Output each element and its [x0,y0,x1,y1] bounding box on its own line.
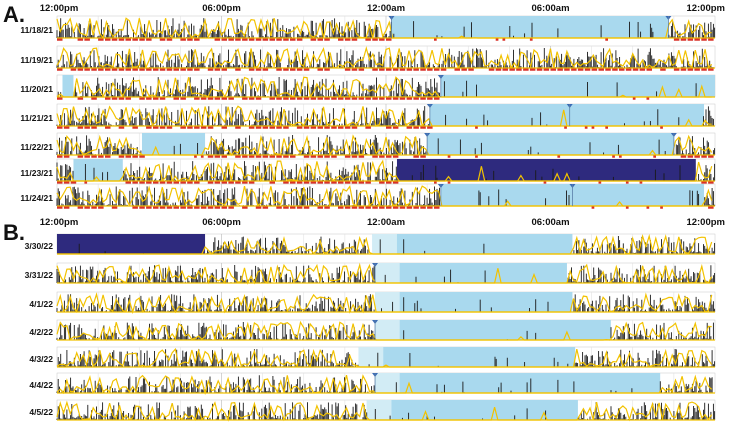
actogram-row: 11/18/21 [20,15,716,41]
row-date-label: 3/30/22 [25,241,54,251]
sleep-latency [375,263,400,283]
row-date-label: 4/4/22 [29,380,53,390]
activity-trace [57,349,716,367]
sleep-period [391,16,669,38]
actogram-row: 4/4/22 [29,372,716,396]
actogram-row: 11/23/21 [20,158,716,184]
sleep-period [141,133,206,155]
actogram-row: 4/1/22 [29,291,716,315]
light-trace [56,347,713,369]
sleep-latency [358,347,384,367]
x-tick-label: 12:00am [367,217,405,228]
x-tick-label: 06:00pm [202,3,241,14]
panel-label: B. [3,220,25,245]
activity-trace [56,161,716,181]
actogram-row: 11/19/21 [20,45,716,71]
light-trace [56,45,713,70]
x-tick-label: 12:00pm [686,217,725,228]
sleep-period [73,159,123,181]
actogram-row: 11/21/21 [20,103,716,129]
actogram-row: 3/30/22 [25,233,716,255]
row-date-label: 11/23/21 [20,168,53,178]
row-date-label: 11/21/21 [20,113,53,123]
sleep-latency [366,400,392,420]
row-date-label: 11/20/21 [20,84,53,94]
sleep-latency [375,292,400,312]
row-date-label: 4/1/22 [29,299,53,309]
sleep-period [62,75,74,97]
row-date-label: 11/19/21 [20,55,53,65]
sleep-period [440,75,715,97]
row-date-label: 4/2/22 [29,327,53,337]
actogram-row: 4/3/22 [29,346,716,369]
actogram-row: 11/20/21 [20,74,716,100]
x-tick-label: 12:00pm [686,3,725,14]
x-tick-label: 12:00am [367,3,405,14]
x-tick-label: 12:00pm [40,217,79,228]
actogram-panel-0: A. 12:00pm 06:00pm 12:00am 06:00am 12:00pm 11/… [3,2,725,209]
x-tick-label: 06:00pm [202,217,241,228]
row-date-label: 3/31/22 [25,270,54,280]
sleep-period [366,400,578,420]
sleep-period [375,320,611,340]
row-date-label: 11/18/21 [20,25,53,35]
x-tick-label: 06:00am [531,3,569,14]
panel-label: A. [3,2,25,27]
offwrist-period [57,234,206,254]
sleep-period [427,133,674,155]
sleep-period [429,104,705,126]
activity-trace [56,322,714,340]
actogram-row: 4/2/22 [29,319,716,342]
x-tick-label: 06:00am [531,217,569,228]
actogram-row: 11/24/21 [20,183,716,209]
offwrist-period [396,159,696,181]
sleep-latency [372,234,397,254]
sleep-latency [375,373,400,393]
actogram-panel-1: B. 12:00pm 06:00pm 12:00am 06:00am 12:00pm 3/3… [3,217,725,422]
actogram-row: 11/22/21 [20,132,716,158]
sleep-latency [375,320,400,340]
sleep-period [358,347,576,367]
sleep-period [375,292,573,312]
x-tick-label: 12:00pm [40,3,79,14]
row-date-label: 11/22/21 [20,142,53,152]
actogram-row: 3/31/22 [25,262,716,285]
sleep-period [375,263,567,283]
row-date-label: 11/24/21 [20,193,53,203]
sleep-period [372,234,573,254]
actogram-row: 4/5/22 [29,399,716,422]
row-date-label: 4/3/22 [29,354,53,364]
row-date-label: 4/5/22 [29,407,53,417]
sleep-period [375,373,661,393]
